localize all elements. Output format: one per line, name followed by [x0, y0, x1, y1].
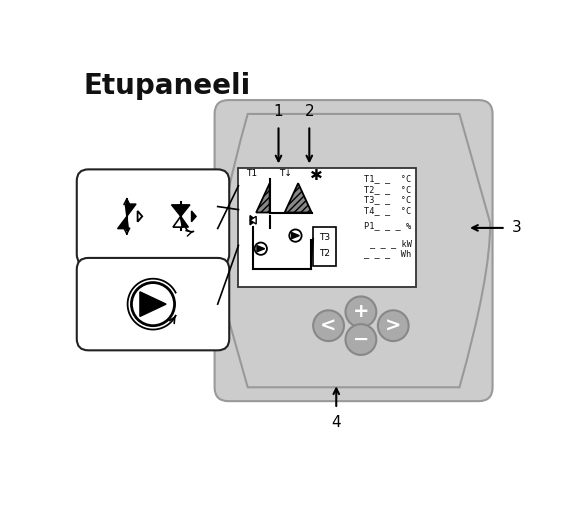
Text: −: − [353, 330, 369, 349]
Text: <: < [321, 316, 337, 335]
Text: T1_ _  °C: T1_ _ °C [364, 174, 412, 183]
Text: ✱: ✱ [310, 168, 323, 183]
Polygon shape [257, 246, 265, 252]
Circle shape [313, 310, 344, 341]
Text: T1: T1 [246, 169, 258, 178]
Text: 1: 1 [274, 104, 283, 119]
FancyBboxPatch shape [238, 168, 416, 287]
Text: _ _ _  Wh: _ _ _ Wh [364, 249, 412, 258]
Text: 4: 4 [332, 415, 341, 430]
Text: +: + [353, 302, 369, 321]
Text: 2: 2 [304, 104, 314, 119]
Circle shape [346, 324, 376, 355]
Text: P1_ _ _ %: P1_ _ _ % [364, 221, 412, 230]
Circle shape [289, 229, 301, 242]
Polygon shape [126, 204, 136, 216]
Text: 3: 3 [512, 220, 522, 236]
Polygon shape [250, 216, 256, 225]
Text: T3_ _  °C: T3_ _ °C [364, 196, 412, 205]
Text: >: > [385, 316, 401, 335]
Text: T3: T3 [319, 234, 331, 242]
Polygon shape [173, 216, 182, 227]
Text: T2: T2 [319, 249, 330, 258]
Polygon shape [172, 205, 180, 216]
Polygon shape [138, 211, 142, 222]
Circle shape [131, 282, 175, 326]
Text: T4_ _  °C: T4_ _ °C [364, 206, 412, 215]
Polygon shape [284, 183, 312, 213]
Polygon shape [192, 211, 196, 222]
Circle shape [346, 297, 376, 327]
PathPatch shape [217, 114, 490, 387]
Polygon shape [180, 216, 189, 227]
FancyBboxPatch shape [77, 258, 230, 350]
Polygon shape [117, 216, 128, 229]
Circle shape [255, 242, 267, 255]
Text: T2_ _  °C: T2_ _ °C [364, 185, 412, 194]
FancyBboxPatch shape [214, 100, 492, 401]
Polygon shape [250, 216, 256, 224]
Text: T↓: T↓ [279, 169, 292, 178]
Polygon shape [179, 205, 190, 216]
Circle shape [378, 310, 409, 341]
Text: Etupaneeli: Etupaneeli [84, 73, 251, 100]
FancyBboxPatch shape [313, 227, 336, 266]
Polygon shape [291, 232, 299, 239]
FancyBboxPatch shape [77, 169, 230, 266]
Polygon shape [256, 183, 270, 213]
Text: _ _ _ kW: _ _ _ kW [370, 239, 412, 248]
Polygon shape [140, 292, 166, 317]
